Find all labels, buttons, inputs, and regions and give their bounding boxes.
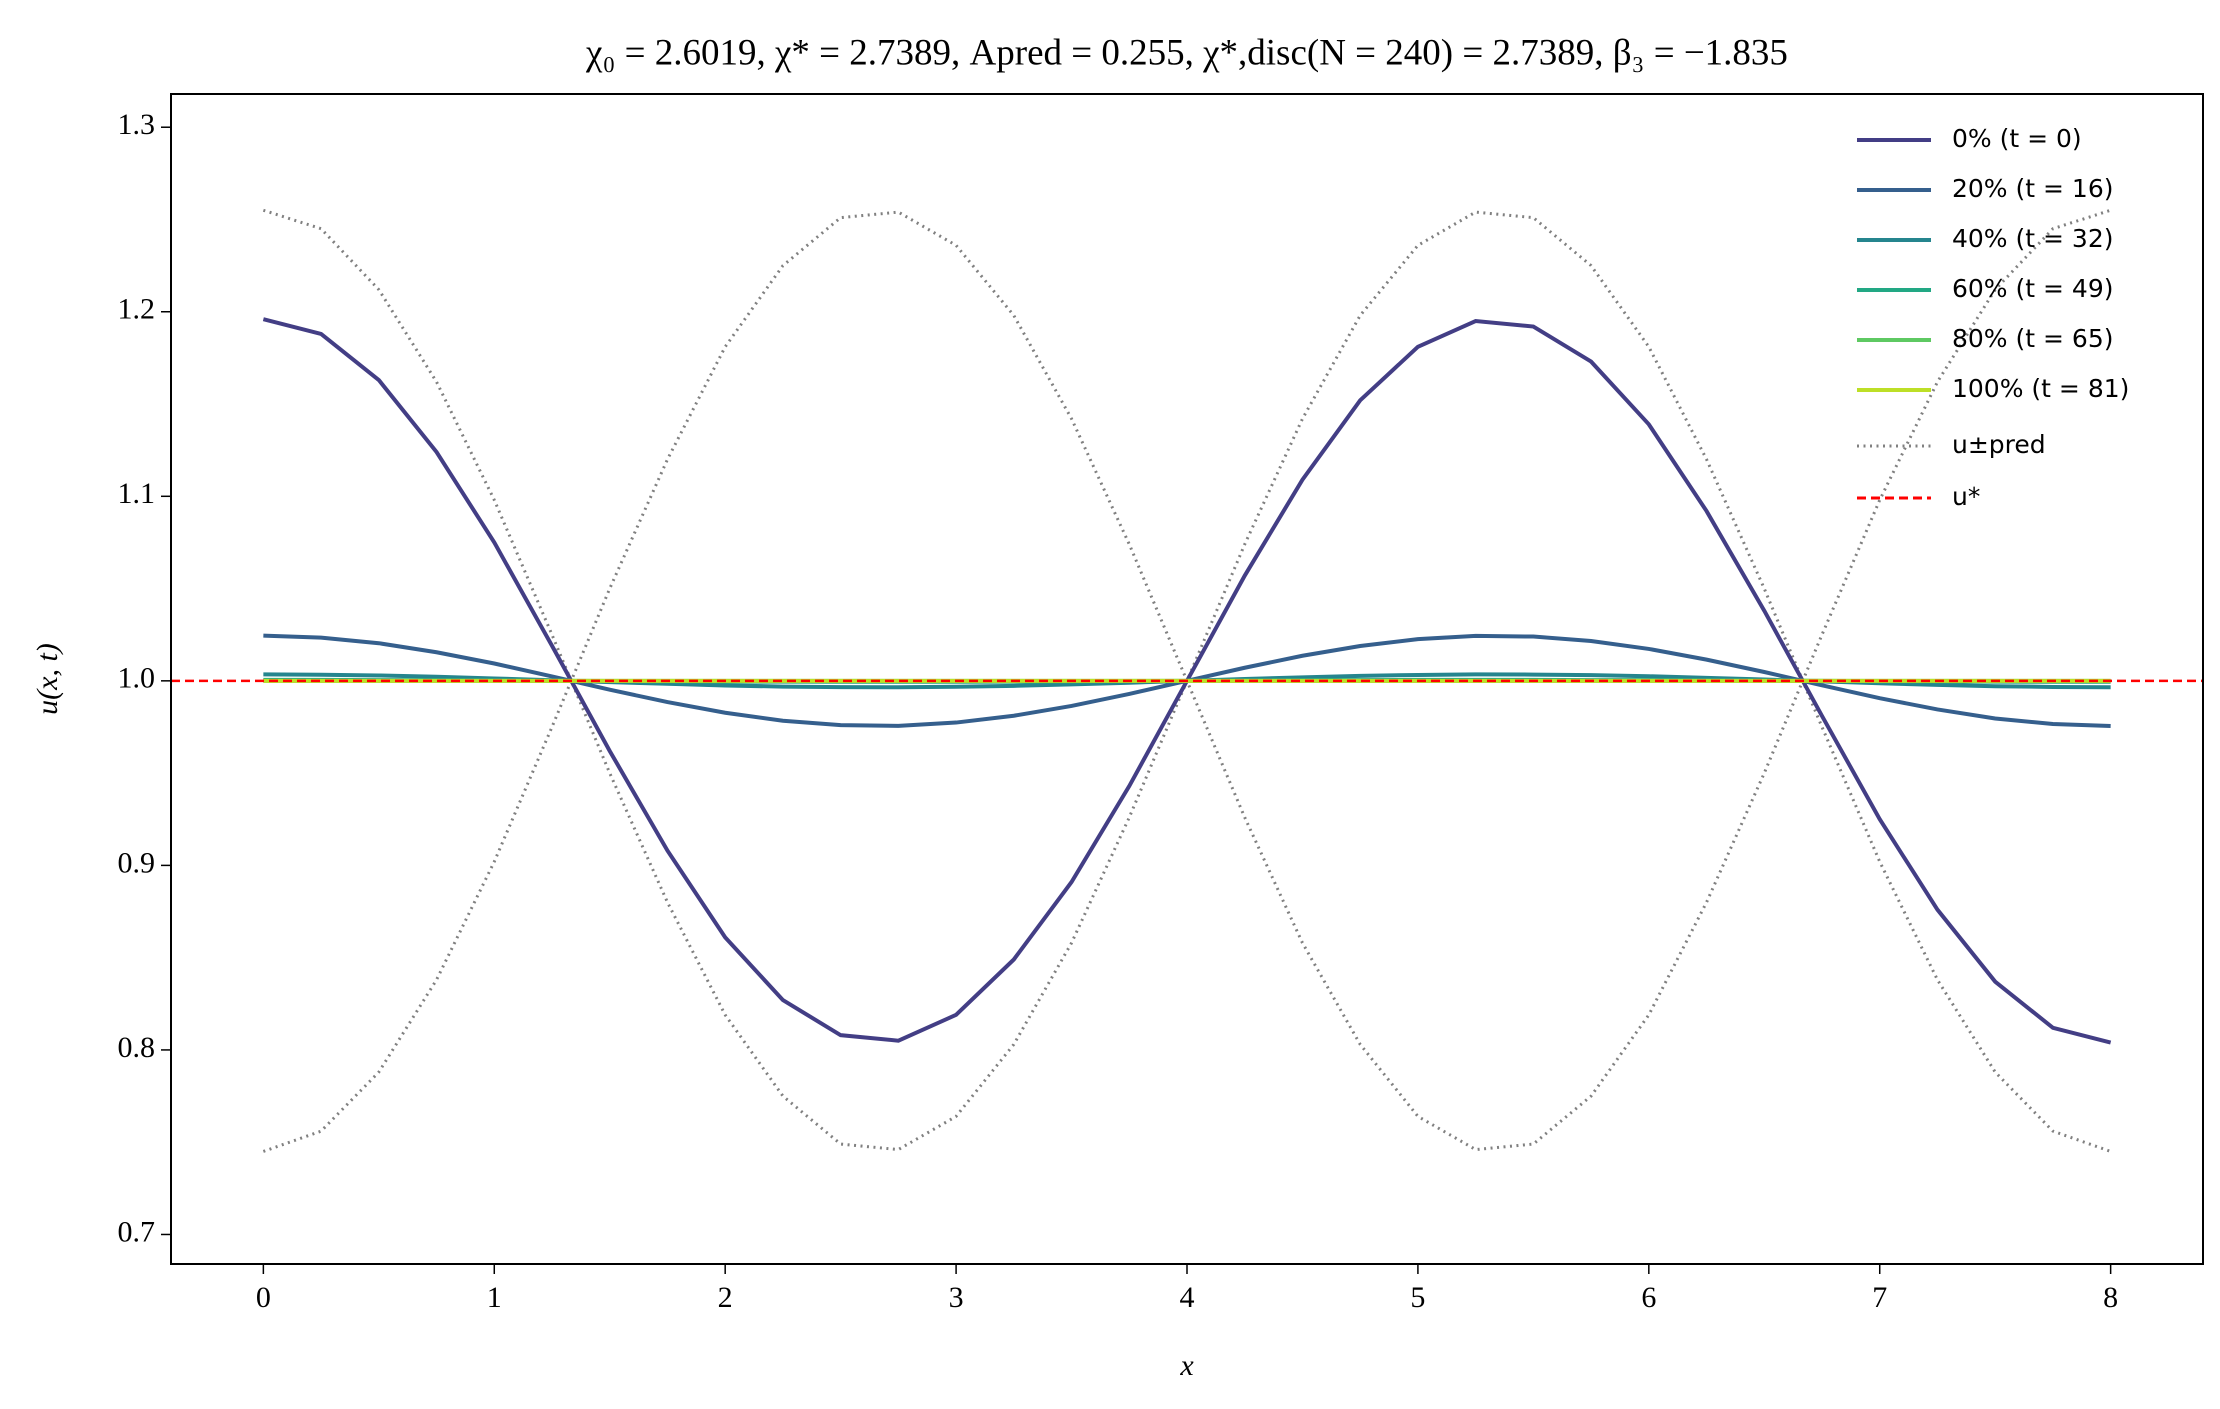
legend-label: 100% (t = 81): [1952, 374, 2129, 403]
y-tick-label: 1.1: [118, 477, 156, 510]
x-tick-label: 5: [1410, 1281, 1425, 1314]
y-tick-label: 1.0: [118, 662, 156, 695]
x-tick-label: 4: [1180, 1281, 1195, 1314]
legend-label: 20% (t = 16): [1952, 174, 2113, 203]
plot-frame: [170, 93, 2204, 1265]
legend-label: 80% (t = 65): [1952, 324, 2113, 353]
y-tick-label: 1.3: [118, 108, 156, 141]
x-tick-label: 3: [949, 1281, 964, 1314]
legend-label: u±pred: [1952, 430, 2046, 459]
x-tick-label: 1: [487, 1281, 502, 1314]
legend-label: 60% (t = 49): [1952, 274, 2113, 303]
x-tick-label: 7: [1872, 1281, 1887, 1314]
x-tick-label: 2: [718, 1281, 733, 1314]
legend-label: 0% (t = 0): [1952, 124, 2082, 153]
x-tick-label: 8: [2103, 1281, 2118, 1314]
legend-label: u*: [1952, 482, 1980, 511]
legend-label: 40% (t = 32): [1952, 224, 2113, 253]
y-tick-label: 0.8: [118, 1031, 156, 1064]
x-tick-label: 0: [256, 1281, 271, 1314]
x-tick-label: 6: [1641, 1281, 1656, 1314]
y-tick-label: 0.7: [118, 1215, 156, 1248]
y-axis-label: u(x, t): [31, 643, 64, 715]
x-axis-label: x: [1179, 1349, 1194, 1382]
chart-title: χ₀ = 2.6019, χ* = 2.7389, Apred = 0.255,…: [585, 32, 1788, 73]
y-tick-label: 1.2: [118, 293, 156, 326]
y-tick-label: 0.9: [118, 846, 156, 879]
